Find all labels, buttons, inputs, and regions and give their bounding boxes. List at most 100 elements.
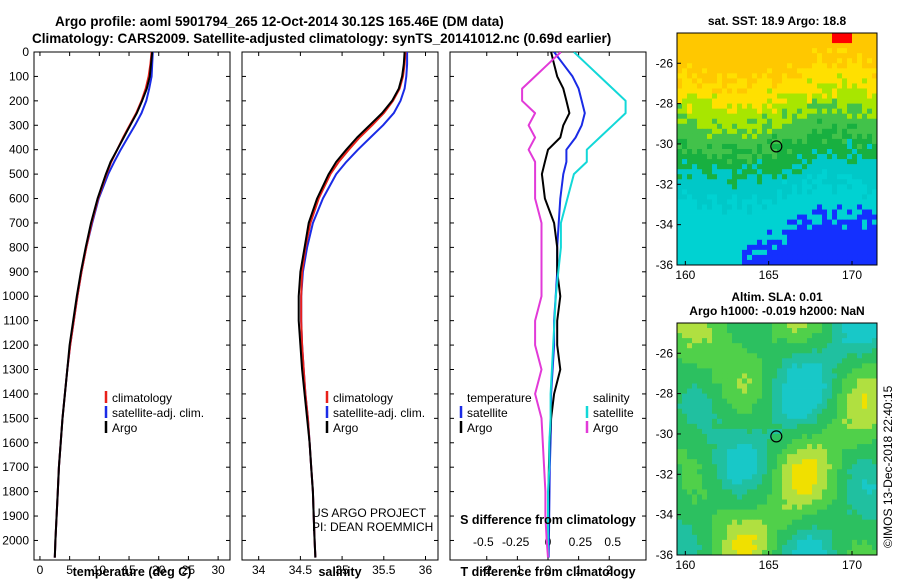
- map-cell: [817, 194, 823, 200]
- map-cell: [747, 449, 753, 455]
- map-cell: [717, 393, 723, 400]
- map-cell: [852, 244, 858, 251]
- map-cell: [772, 459, 778, 465]
- map-cell: [842, 118, 848, 125]
- map-cell: [707, 68, 713, 74]
- map-cell: [867, 338, 873, 344]
- map-cell: [737, 259, 743, 265]
- map-cell: [707, 373, 713, 379]
- map-cell: [837, 509, 843, 516]
- map-cell: [802, 398, 808, 405]
- map-cell: [842, 323, 848, 329]
- map-cell: [872, 534, 877, 541]
- map-cell: [717, 378, 723, 384]
- map-cell: [742, 179, 748, 185]
- map-cell: [717, 149, 723, 155]
- map-cell: [807, 199, 813, 205]
- map-cell: [812, 403, 818, 410]
- map-cell: [797, 423, 803, 430]
- map-cell: [812, 444, 818, 450]
- map-cell: [697, 383, 703, 389]
- map-cell: [792, 544, 798, 551]
- map-cell: [772, 509, 778, 516]
- map-cell: [812, 388, 818, 395]
- map-cell: [852, 138, 858, 145]
- map-cell: [762, 539, 768, 546]
- map-cell: [727, 33, 733, 39]
- map-cell: [787, 403, 793, 410]
- map-cell: [852, 494, 858, 500]
- map-cell: [827, 209, 833, 215]
- map-cell: [817, 534, 823, 541]
- map-cell: [782, 439, 788, 445]
- map-cell: [797, 388, 803, 395]
- map-cell: [682, 398, 688, 405]
- argo-position-marker: [770, 430, 783, 443]
- map-cell: [732, 58, 738, 64]
- map-cell: [857, 449, 863, 455]
- map-cell: [742, 328, 748, 334]
- map-cell: [692, 418, 698, 425]
- map-cell: [702, 469, 708, 475]
- depth-tick-label: 700: [9, 216, 29, 230]
- x-tick-label: 35: [335, 563, 349, 577]
- map-cell: [707, 33, 713, 39]
- map-cell: [822, 479, 828, 485]
- map-cell: [807, 504, 813, 511]
- map-cell: [807, 524, 813, 531]
- map-cell: [812, 484, 818, 490]
- map-cell: [757, 184, 763, 190]
- map-cell: [827, 128, 833, 135]
- map-cell: [792, 484, 798, 490]
- map-cell: [722, 544, 728, 551]
- map-cell: [757, 214, 763, 221]
- map-cell: [712, 174, 718, 180]
- map-cell: [827, 123, 833, 130]
- map-cell: [772, 544, 778, 551]
- map-cell: [692, 194, 698, 200]
- map-cell: [862, 534, 868, 541]
- map-cell: [797, 108, 803, 115]
- map-cell: [727, 459, 733, 465]
- map-cell: [702, 229, 708, 236]
- map-cell: [817, 524, 823, 531]
- map-cell: [867, 479, 873, 485]
- map-cell: [677, 179, 683, 185]
- map-cell: [712, 229, 718, 236]
- depth-tick-label: 400: [9, 143, 29, 157]
- map-cell: [677, 423, 683, 430]
- map-cell: [767, 413, 773, 420]
- map-cell: [872, 529, 877, 536]
- map-cell: [687, 184, 693, 190]
- map-cell: [837, 358, 843, 364]
- map-cell: [797, 474, 803, 480]
- map-cell: [697, 449, 703, 455]
- map-cell: [702, 179, 708, 185]
- map-cell: [747, 398, 753, 405]
- map-cell: [872, 323, 877, 329]
- map-cell: [762, 33, 768, 39]
- map-cell: [747, 179, 753, 185]
- map-cell: [762, 439, 768, 445]
- map-cell: [697, 98, 703, 105]
- map-cell: [777, 454, 783, 460]
- map-cell: [827, 154, 833, 160]
- map-cell: [782, 539, 788, 546]
- map-cell: [747, 373, 753, 379]
- map-cell: [722, 229, 728, 236]
- map-cell: [867, 58, 873, 64]
- depth-tick-label: 1700: [2, 460, 29, 474]
- map-cell: [792, 328, 798, 334]
- map-cell: [702, 43, 708, 49]
- map-cell: [752, 439, 758, 445]
- x-tick-label: -2: [481, 563, 492, 577]
- map-cell: [857, 179, 863, 185]
- map-cell: [837, 504, 843, 511]
- map-cell: [817, 494, 823, 500]
- map-cell: [822, 113, 828, 120]
- map-cell: [792, 403, 798, 410]
- map-cell: [737, 378, 743, 384]
- map-cell: [757, 58, 763, 64]
- map-cell: [817, 403, 823, 410]
- map-cell: [862, 73, 868, 79]
